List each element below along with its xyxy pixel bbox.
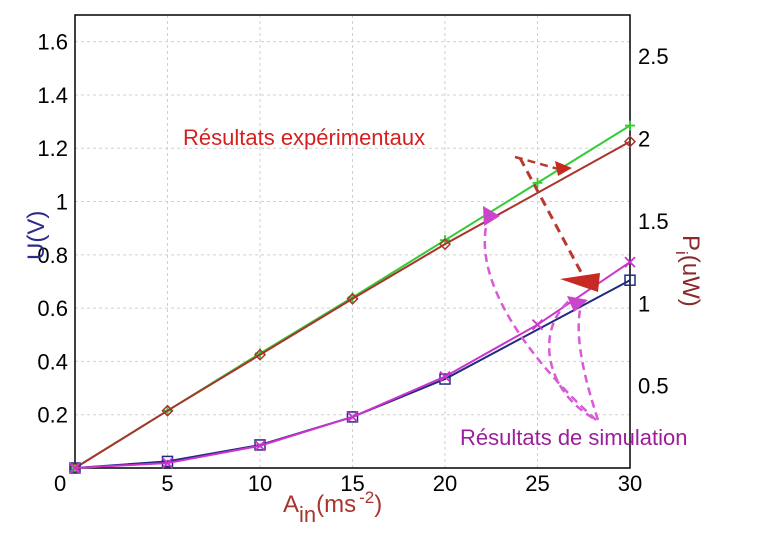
x-label-unit: (ms	[316, 491, 356, 518]
data-point	[346, 411, 359, 423]
annotation-arrows	[483, 155, 600, 421]
data-point	[623, 135, 637, 148]
y-left-tick-label: 1.6	[37, 30, 68, 55]
y-right-label-sub: i	[672, 251, 691, 255]
data-point	[624, 274, 636, 286]
y-left-label: U(V)	[23, 211, 50, 260]
y-right-tick-labels: 0.5 1 1.5 2 2.5	[638, 44, 669, 398]
data-point	[438, 238, 452, 251]
y-left-tick-labels: 0.2 0.4 0.6 0.8 1 1.2 1.4 1.6	[37, 30, 68, 428]
y-left-tick-label: 0.6	[37, 296, 68, 321]
arrow-sim-to-power-b	[577, 309, 600, 421]
arrow-sim-head-1	[483, 206, 500, 226]
arrow-sim-head-2	[567, 296, 588, 312]
series-layer	[68, 120, 637, 475]
y-left-label-main: U	[23, 243, 50, 260]
x-label-close: )	[374, 491, 382, 518]
plot-frame	[74, 14, 631, 469]
series-magenta_sim_power	[69, 256, 636, 474]
x-axis-label: Ain(ms -2)	[283, 488, 382, 527]
annotation-experimental: Résultats expérimentaux	[183, 125, 425, 150]
grid	[75, 15, 630, 468]
data-point	[532, 177, 543, 188]
x-tick-labels: 0 5 10 15 20 25 30	[54, 471, 642, 496]
y-right-label: Pi(uW)	[672, 235, 704, 307]
y-left-tick-label: 0.8	[37, 243, 68, 268]
arrow-exp-head-1	[555, 161, 572, 176]
x-label-main: A	[283, 491, 299, 518]
series-line	[74, 140, 631, 469]
x-label-sub: in	[299, 502, 316, 527]
y-right-label-main: P	[677, 235, 704, 251]
arrow-sim-to-power-a	[547, 299, 594, 420]
y-right-tick-label: 0.5	[638, 374, 669, 399]
y-left-tick-label: 1	[56, 190, 68, 215]
y-right-tick-label: 1	[638, 291, 650, 316]
y-left-tick-label: 0.2	[37, 403, 68, 428]
y-left-tick-label: 1.2	[37, 136, 68, 161]
y-right-label-unit: (uW)	[677, 255, 704, 307]
x-tick-label: 10	[248, 471, 272, 496]
y-right-tick-label: 1.5	[638, 209, 669, 234]
x-tick-label: 25	[525, 471, 549, 496]
y-left-tick-label: 0.4	[37, 349, 68, 374]
y-right-tick-label: 2.5	[638, 44, 669, 69]
x-label-exp: -2	[359, 488, 374, 507]
data-point	[161, 404, 174, 417]
data-point	[69, 462, 81, 474]
arrow-exp-head-2	[560, 273, 600, 292]
data-point	[346, 292, 359, 305]
y-left-tick-label: 1.4	[37, 83, 68, 108]
data-point	[346, 411, 359, 423]
arrow-sim-to-voltage	[483, 217, 597, 421]
data-point	[439, 370, 451, 383]
y-left-label-unit: (V)	[23, 211, 50, 243]
data-point	[253, 348, 267, 361]
data-point	[531, 319, 544, 331]
data-point	[254, 440, 266, 452]
data-point	[624, 256, 636, 268]
x-tick-label: 20	[433, 471, 457, 496]
arrow-exp-to-voltage	[514, 155, 563, 172]
x-tick-label: 0	[54, 471, 66, 496]
x-tick-label: 5	[161, 471, 173, 496]
data-point	[161, 457, 174, 469]
arrow-exp-to-power	[518, 157, 584, 275]
y-right-tick-label: 2	[638, 127, 650, 152]
x-tick-label: 15	[340, 471, 364, 496]
annotation-simulation: Résultats de simulation	[460, 425, 687, 450]
data-point	[625, 120, 635, 131]
x-tick-label: 30	[618, 471, 642, 496]
series-red_exp_voltage	[68, 135, 637, 475]
